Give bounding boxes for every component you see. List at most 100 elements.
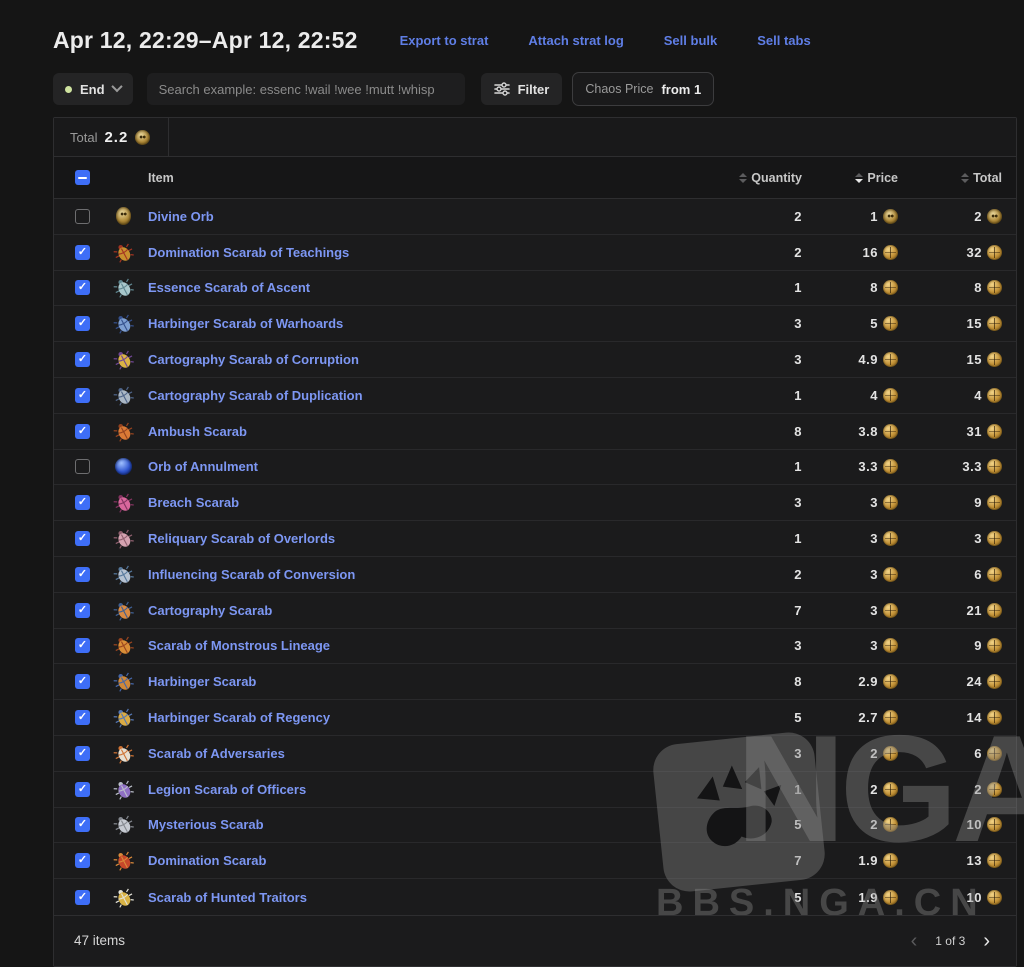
row-checkbox[interactable] (75, 208, 90, 224)
table-row: ✓ Cartography Scarab of Duplication 1 4 4 (54, 378, 1016, 414)
chaos-orb-icon (987, 853, 1002, 869)
snapshot-status-dropdown[interactable]: End (53, 73, 133, 105)
status-label: End (80, 81, 105, 97)
quantity-value: 3 (794, 745, 802, 761)
scarab-icon (112, 814, 134, 836)
column-header-total[interactable]: Total (898, 171, 1002, 185)
item-link[interactable]: Harbinger Scarab (148, 674, 257, 690)
chaos-price-value: from 1 (661, 81, 702, 97)
header-action-sell-tabs[interactable]: Sell tabs (757, 32, 811, 48)
table-row: ✓ Scarab of Hunted Traitors 5 1.9 10 (54, 879, 1016, 915)
total-value: 14 (966, 710, 982, 726)
item-link[interactable]: Cartography Scarab of Duplication (148, 387, 363, 403)
row-checkbox[interactable]: ✓ (75, 280, 90, 296)
item-link[interactable]: Cartography Scarab (148, 602, 273, 618)
row-checkbox[interactable]: ✓ (75, 710, 90, 726)
table-body: Divine Orb 2 1 2 ✓ Domination Scarab of Teach… (54, 199, 1016, 915)
row-checkbox[interactable]: ✓ (75, 316, 90, 332)
row-checkbox[interactable]: ✓ (75, 674, 90, 690)
next-page-button[interactable]: › (979, 931, 994, 951)
total-tab[interactable]: Total 2.2 (54, 118, 170, 156)
price-value: 3.3 (858, 459, 878, 475)
chaos-orb-icon (883, 531, 898, 547)
row-checkbox[interactable]: ✓ (75, 423, 90, 439)
item-link[interactable]: Scarab of Adversaries (148, 745, 285, 761)
quantity-value: 8 (794, 423, 802, 439)
item-link[interactable]: Mysterious Scarab (148, 817, 264, 833)
item-link[interactable]: Harbinger Scarab of Warhoards (148, 316, 344, 332)
header-action-attach-strat-log[interactable]: Attach strat log (528, 32, 624, 48)
quantity-value: 5 (794, 710, 802, 726)
toolbar: End Filter Chaos Price from 1 (53, 72, 1014, 106)
total-value: 3 (974, 531, 982, 547)
chaos-orb-icon (987, 674, 1002, 690)
price-cell: 3 (802, 531, 898, 547)
row-checkbox[interactable]: ✓ (75, 853, 90, 869)
row-checkbox[interactable]: ✓ (75, 745, 90, 761)
column-header-price[interactable]: Price (802, 171, 898, 185)
item-link[interactable]: Essence Scarab of Ascent (148, 280, 311, 296)
header-action-sell-bulk[interactable]: Sell bulk (663, 32, 718, 48)
table-row: ✓ Scarab of Monstrous Lineage 3 3 9 (54, 629, 1016, 665)
item-link[interactable]: Ambush Scarab (148, 423, 247, 439)
row-checkbox[interactable]: ✓ (75, 638, 90, 654)
row-checkbox[interactable]: ✓ (75, 531, 90, 547)
quantity-value: 3 (794, 495, 802, 511)
filter-button[interactable]: Filter (480, 73, 563, 105)
chaos-orb-icon (987, 423, 1002, 439)
item-link[interactable]: Breach Scarab (148, 495, 240, 511)
item-link[interactable]: Harbinger Scarab of Regency (148, 710, 331, 726)
total-cell: 14 (898, 710, 1002, 726)
sort-icon (961, 172, 970, 183)
header-action-export-to-strat[interactable]: Export to strat (399, 32, 489, 48)
row-checkbox[interactable]: ✓ (75, 781, 90, 797)
chaos-price-filter-chip[interactable]: Chaos Price from 1 (572, 72, 715, 106)
select-all-checkbox[interactable] (75, 170, 90, 185)
table-row: ✓ Harbinger Scarab 8 2.9 24 (54, 664, 1016, 701)
item-link[interactable]: Reliquary Scarab of Overlords (148, 531, 336, 547)
item-link[interactable]: Domination Scarab of Teachings (148, 244, 350, 260)
search-input[interactable] (146, 73, 465, 105)
scarab-icon (112, 778, 134, 800)
total-value: 15 (966, 316, 982, 332)
row-checkbox[interactable] (75, 459, 90, 475)
column-header-item[interactable]: Item (148, 170, 174, 185)
item-link[interactable]: Divine Orb (148, 208, 214, 224)
price-cell: 1.9 (802, 889, 898, 905)
sort-icon-active (855, 172, 864, 183)
row-checkbox[interactable]: ✓ (75, 387, 90, 403)
quantity-value: 3 (794, 638, 802, 654)
row-checkbox[interactable]: ✓ (75, 352, 90, 368)
quantity-value: 1 (794, 459, 802, 475)
row-checkbox[interactable]: ✓ (75, 244, 90, 260)
table-row: ✓ Mysterious Scarab 5 2 10 (54, 808, 1016, 844)
price-cell: 3 (802, 566, 898, 582)
total-cell: 10 (898, 889, 1002, 905)
quantity-value: 5 (794, 889, 802, 905)
row-checkbox[interactable]: ✓ (75, 495, 90, 511)
scarab-icon (112, 349, 134, 371)
item-link[interactable]: Legion Scarab of Officers (148, 781, 307, 797)
item-link[interactable]: Influencing Scarab of Conversion (148, 566, 356, 582)
row-checkbox[interactable]: ✓ (75, 566, 90, 582)
total-cell: 3.3 (898, 459, 1002, 475)
column-header-quantity[interactable]: Quantity (706, 171, 802, 185)
scarab-icon (112, 492, 134, 514)
table-header-row: Item Quantity Price Total (54, 157, 1016, 199)
item-link[interactable]: Scarab of Monstrous Lineage (148, 638, 331, 654)
row-checkbox[interactable]: ✓ (75, 602, 90, 618)
item-link[interactable]: Scarab of Hunted Traitors (148, 889, 307, 905)
row-checkbox[interactable]: ✓ (75, 889, 90, 905)
item-link[interactable]: Cartography Scarab of Corruption (148, 352, 359, 368)
total-value: 10 (966, 889, 982, 905)
prev-page-button[interactable]: ‹ (907, 931, 922, 951)
total-cell: 8 (898, 280, 1002, 296)
row-checkbox[interactable]: ✓ (75, 817, 90, 833)
item-link[interactable]: Domination Scarab (148, 853, 267, 869)
item-link[interactable]: Orb of Annulment (148, 459, 259, 475)
total-value: 2 (974, 208, 982, 224)
total-cell: 4 (898, 387, 1002, 403)
price-cell: 3 (802, 495, 898, 511)
pagination: ‹ 1 of 3 › (907, 931, 994, 951)
